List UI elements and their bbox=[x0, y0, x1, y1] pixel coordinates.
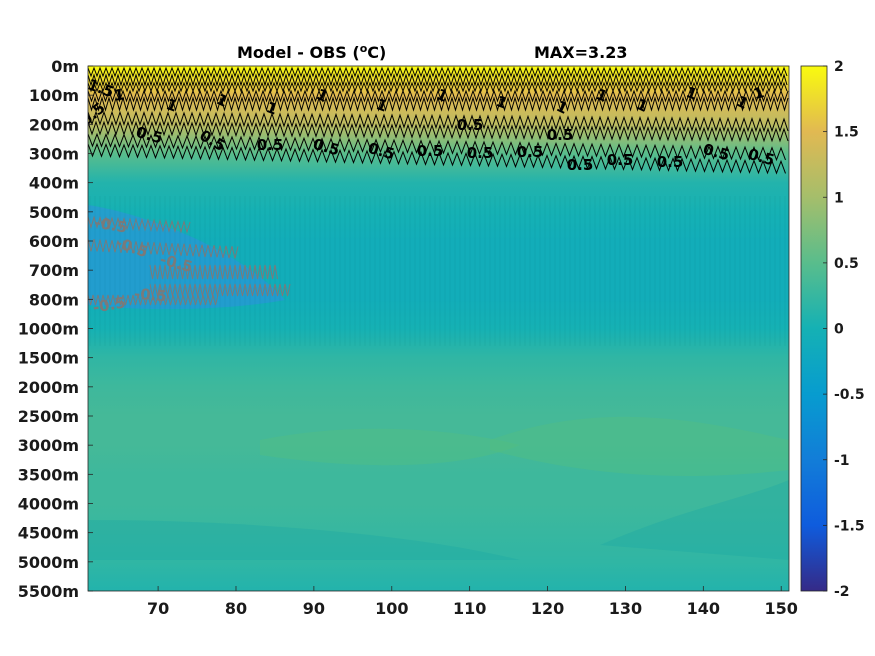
y-tick-label: 400m bbox=[29, 174, 79, 193]
y-tick-label: 800m bbox=[29, 290, 79, 309]
max-label: MAX=3.23 bbox=[534, 43, 628, 62]
x-tick-label: 90 bbox=[303, 599, 325, 618]
y-tick-label: 5000m bbox=[18, 553, 79, 572]
contour-line bbox=[88, 120, 789, 143]
x-tick-label: 70 bbox=[147, 599, 169, 618]
y-tick-label: 500m bbox=[29, 203, 79, 222]
colorbar-tick-label: 2 bbox=[834, 59, 844, 75]
contour-label-negative: -0.5 bbox=[133, 285, 167, 306]
contour-label: 0.5 bbox=[607, 151, 634, 169]
contour-line bbox=[88, 215, 191, 234]
contour-label: 1 bbox=[751, 83, 766, 103]
negative-anomaly-patch bbox=[88, 205, 285, 310]
x-tick-label: 110 bbox=[453, 599, 486, 618]
contour-line bbox=[88, 294, 219, 306]
y-tick-label: 4000m bbox=[18, 495, 79, 514]
colorbar-tick-label: -2 bbox=[834, 584, 850, 600]
contour-lines bbox=[88, 66, 789, 306]
y-tick-label: 3500m bbox=[18, 465, 79, 484]
y-tick-label: 3000m bbox=[18, 436, 79, 455]
y-tick-label: 2000m bbox=[18, 378, 79, 397]
contour-label: 0.5 bbox=[547, 126, 574, 144]
y-tick-label: 1500m bbox=[18, 349, 79, 368]
y-tick-label: 600m bbox=[29, 232, 79, 251]
colorbar-tick-label: 0 bbox=[834, 322, 844, 338]
contour-label: 0.5 bbox=[517, 143, 544, 161]
contour-line bbox=[149, 264, 278, 280]
y-tick-label: 4500m bbox=[18, 524, 79, 543]
contour-line bbox=[88, 96, 789, 112]
warm-band-patch-2 bbox=[490, 416, 789, 476]
y-tick-label: 100m bbox=[29, 86, 79, 105]
x-tick-label: 130 bbox=[609, 599, 642, 618]
y-tick-label: 200m bbox=[29, 115, 79, 134]
y-tick-label: 300m bbox=[29, 145, 79, 164]
contour-label: 0.5 bbox=[417, 142, 444, 160]
contour-line bbox=[88, 132, 786, 162]
x-axis: 70 80 90 100 110 120 130 140 150 bbox=[147, 586, 798, 618]
contour-label: 0.5 bbox=[567, 156, 594, 174]
colorbar-fill bbox=[800, 65, 828, 592]
plot-area: 1.51 1 1 11 1 1 1 11 11 1 10.5 0.5 0.5 0.5 0.5 0.5 0.5 0.… bbox=[88, 66, 789, 591]
contour-line bbox=[88, 238, 239, 259]
contour-line bbox=[88, 142, 786, 175]
colorbar-ticks: 2 1.5 1 0.5 0 -0.5 -1 -1.5 -2 bbox=[823, 59, 865, 600]
deep-anomaly-patch-2 bbox=[600, 480, 789, 560]
contour-label-negative: -0.5 bbox=[93, 213, 128, 236]
x-tick-label: 80 bbox=[225, 599, 247, 618]
warm-band-patch bbox=[260, 428, 520, 466]
contour-line bbox=[88, 81, 788, 93]
y-tick-label: 0m bbox=[51, 57, 79, 76]
y-tick-label: 5500m bbox=[18, 582, 79, 601]
contour-label: 1 bbox=[112, 85, 125, 105]
contour-label: 0.5 bbox=[657, 153, 684, 171]
colorbar: 2 1.5 1 0.5 0 -0.5 -1 -1.5 -2 bbox=[800, 59, 865, 600]
colorbar-tick-label: -0.5 bbox=[834, 387, 865, 403]
y-tick-label: 1000m bbox=[18, 320, 79, 339]
contour-line bbox=[149, 283, 291, 297]
y-tick-label: 2500m bbox=[18, 407, 79, 426]
contour-line bbox=[88, 110, 789, 133]
contour-label: 0.5 bbox=[457, 116, 484, 134]
colorbar-tick-label: 1 bbox=[834, 190, 844, 206]
x-tick-label: 100 bbox=[375, 599, 408, 618]
contour-line bbox=[88, 73, 788, 87]
contour-line bbox=[88, 66, 788, 78]
x-tick-label: 120 bbox=[531, 599, 564, 618]
chart-title: Model - OBS (oC) bbox=[237, 42, 386, 62]
x-tick-label: 140 bbox=[687, 599, 720, 618]
contour-line bbox=[88, 89, 789, 103]
contour-label: 0.5 bbox=[257, 136, 284, 154]
y-tick-label: 700m bbox=[29, 261, 79, 280]
colorbar-tick-label: -1 bbox=[834, 453, 850, 469]
deep-anomaly-patch bbox=[88, 520, 520, 560]
y-axis: 0m 100m 200m 300m 400m 500m 600m 700m 800m 1000m 1… bbox=[18, 57, 93, 601]
contour-label-negative: -0.5 bbox=[91, 293, 126, 316]
colorbar-tick-label: -1.5 bbox=[834, 518, 865, 534]
contour-label: 0.5 bbox=[467, 144, 494, 162]
x-tick-label: 150 bbox=[765, 599, 798, 618]
colorbar-tick-label: 0.5 bbox=[834, 256, 859, 272]
colorbar-tick-label: 1.5 bbox=[834, 125, 859, 141]
